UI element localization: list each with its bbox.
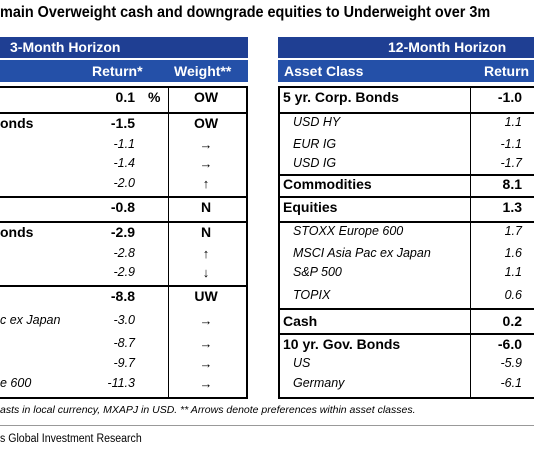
left-row-return: -2.9 [113, 265, 135, 279]
row-separator [278, 397, 534, 399]
left-row-return: -1.4 [113, 156, 135, 170]
left-row-label: c ex Japan [0, 313, 61, 327]
right-row-return: -1.7 [500, 156, 522, 170]
preference-arrow-icon: → [199, 376, 213, 391]
preference-arrow-icon: → [199, 313, 213, 328]
left-row-label: onds [0, 115, 34, 131]
right-col-return: Return [484, 63, 530, 79]
right-row-label: MSCI Asia Pac ex Japan [293, 246, 431, 260]
left-row-return: -11.3 [107, 376, 135, 390]
left-row-label: e 600 [0, 376, 32, 390]
column-divider [470, 86, 471, 397]
row-separator [278, 86, 534, 88]
preference-arrow-icon: → [199, 356, 213, 371]
row-separator [0, 112, 248, 114]
row-separator [278, 221, 534, 223]
left-row-return: -0.8 [110, 199, 135, 215]
right-row-return: 0.2 [502, 313, 522, 329]
row-separator [278, 333, 534, 335]
right-row-return: -6.1 [500, 376, 522, 390]
right-row-label: S&P 500 [293, 265, 342, 279]
right-row-return: 8.1 [502, 176, 522, 192]
left-horizon-label: 3-Month Horizon [10, 39, 121, 55]
row-separator [278, 308, 534, 310]
footnote: asts in local currency, MXAPJ in USD. **… [0, 404, 416, 416]
left-col-weight: Weight** [174, 63, 232, 79]
panel-border [246, 86, 248, 399]
right-row-label: 10 yr. Gov. Bonds [283, 336, 401, 352]
right-row-return: -1.0 [497, 89, 522, 105]
source-text: s Global Investment Research [0, 433, 142, 445]
right-row-return: 1.7 [504, 224, 522, 238]
right-row-label: Commodities [283, 176, 372, 192]
right-row-label: Cash [283, 313, 318, 329]
right-row-label: Germany [293, 376, 345, 390]
left-row-return: -2.0 [113, 176, 135, 190]
left-horizon-header: 3-Month Horizon [0, 37, 248, 58]
row-separator [278, 174, 534, 176]
left-row-label: onds [0, 224, 34, 240]
left-row-weight: UW [194, 288, 218, 304]
right-row-label: STOXX Europe 600 [293, 224, 404, 238]
right-row-return: 0.6 [504, 288, 522, 302]
divider [0, 425, 534, 426]
preference-arrow-icon: → [199, 156, 213, 171]
left-column-header: Return* Weight** [0, 60, 248, 82]
left-row-return: -8.8 [110, 288, 135, 304]
preference-arrow-icon: ↑ [202, 176, 210, 191]
left-row-return: 0.1 [115, 89, 135, 105]
left-row-return: -1.5 [110, 115, 135, 131]
row-separator [0, 221, 248, 223]
right-col-asset: Asset Class [284, 63, 364, 79]
left-row-weight: N [200, 199, 212, 215]
left-row-weight: OW [193, 89, 219, 105]
right-row-return: 1.1 [504, 115, 522, 129]
right-row-return: 1.3 [502, 199, 522, 215]
row-separator [0, 86, 248, 88]
left-row-weight: N [200, 224, 212, 240]
row-separator [0, 285, 248, 287]
preference-arrow-icon: → [199, 137, 213, 152]
right-column-header: Asset Class Return [278, 60, 534, 82]
left-col-return: Return* [92, 63, 143, 79]
left-row-weight: OW [193, 115, 219, 131]
left-row-percent: % [148, 89, 161, 105]
preference-arrow-icon: ↑ [202, 246, 210, 261]
row-separator [278, 196, 534, 198]
left-row-return: -2.8 [113, 246, 135, 260]
left-row-return: -8.7 [113, 336, 135, 350]
column-divider [168, 86, 169, 397]
left-row-return: -2.9 [110, 224, 135, 240]
panel-border [278, 86, 280, 399]
right-horizon-header: 12-Month Horizon [278, 37, 534, 58]
right-row-label: Equities [283, 199, 338, 215]
right-row-label: USD HY [293, 115, 341, 129]
left-row-return: -9.7 [113, 356, 135, 370]
right-row-return: -6.0 [497, 336, 522, 352]
left-row-return: -3.0 [113, 313, 135, 327]
row-separator [278, 112, 534, 114]
right-row-label: TOPIX [293, 288, 331, 302]
page-title: main Overweight cash and downgrade equit… [0, 4, 491, 21]
preference-arrow-icon: → [199, 336, 213, 351]
row-separator [0, 397, 248, 399]
right-horizon-label: 12-Month Horizon [388, 39, 507, 55]
right-row-return: 1.1 [504, 265, 522, 279]
right-row-return: 1.6 [504, 246, 522, 260]
right-row-label: USD IG [293, 156, 337, 170]
row-separator [0, 196, 248, 198]
right-row-label: 5 yr. Corp. Bonds [283, 89, 399, 105]
right-row-return: -1.1 [500, 137, 522, 151]
right-row-label: US [293, 356, 311, 370]
preference-arrow-icon: ↓ [202, 265, 210, 280]
right-row-return: -5.9 [500, 356, 522, 370]
left-row-return: -1.1 [113, 137, 135, 151]
right-row-label: EUR IG [293, 137, 337, 151]
